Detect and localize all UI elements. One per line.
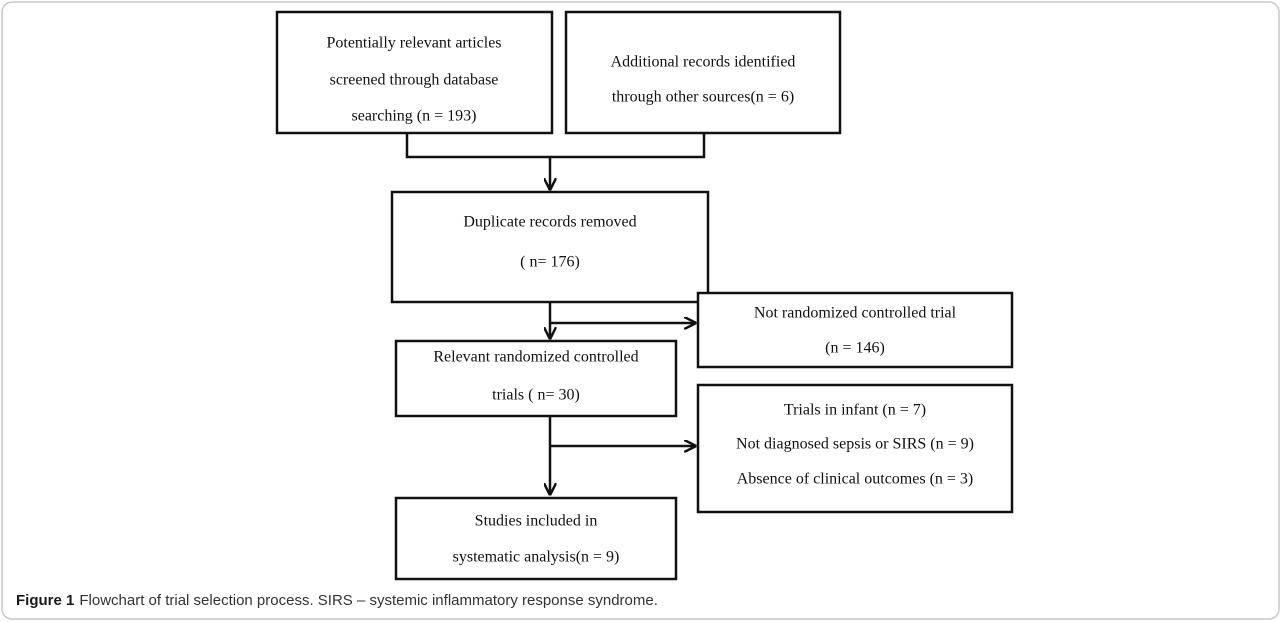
node-box	[390, 190, 710, 304]
node-text: Absence of clinical outcomes (n = 3)	[737, 471, 974, 488]
node-text: Duplicate records removed	[463, 214, 636, 231]
caption-text: Flowchart of trial selection process. SI…	[79, 592, 658, 609]
connector	[405, 133, 706, 159]
node-text: Additional records identified	[611, 54, 796, 71]
node-box	[275, 10, 554, 135]
node-text: Trials in infant (n = 7)	[784, 402, 926, 419]
node-text: trials ( n= 30)	[492, 387, 580, 404]
caption: Figure 1 Flowchart of trial selection pro…	[16, 592, 658, 609]
node-box	[696, 291, 1014, 369]
node-text: searching (n = 193)	[352, 108, 477, 125]
node-text: Potentially relevant articles	[326, 35, 501, 52]
node-text: Not diagnosed sepsis or SIRS (n = 9)	[736, 436, 974, 453]
node-text: Studies included in	[475, 513, 598, 530]
node-text: (n = 146)	[825, 340, 885, 357]
node-text: through other sources(n = 6)	[612, 89, 794, 106]
node-box	[564, 10, 842, 135]
node-text: Not randomized controlled trial	[754, 305, 957, 322]
node-text: screened through database	[330, 72, 499, 89]
caption-label: Figure 1	[16, 592, 75, 609]
node-text: ( n= 176)	[520, 254, 580, 271]
node-box	[394, 339, 678, 418]
node-box	[394, 496, 678, 581]
node-text: systematic analysis(n = 9)	[453, 549, 620, 566]
node-box	[696, 383, 1014, 514]
node-text: Relevant randomized controlled	[433, 349, 638, 366]
